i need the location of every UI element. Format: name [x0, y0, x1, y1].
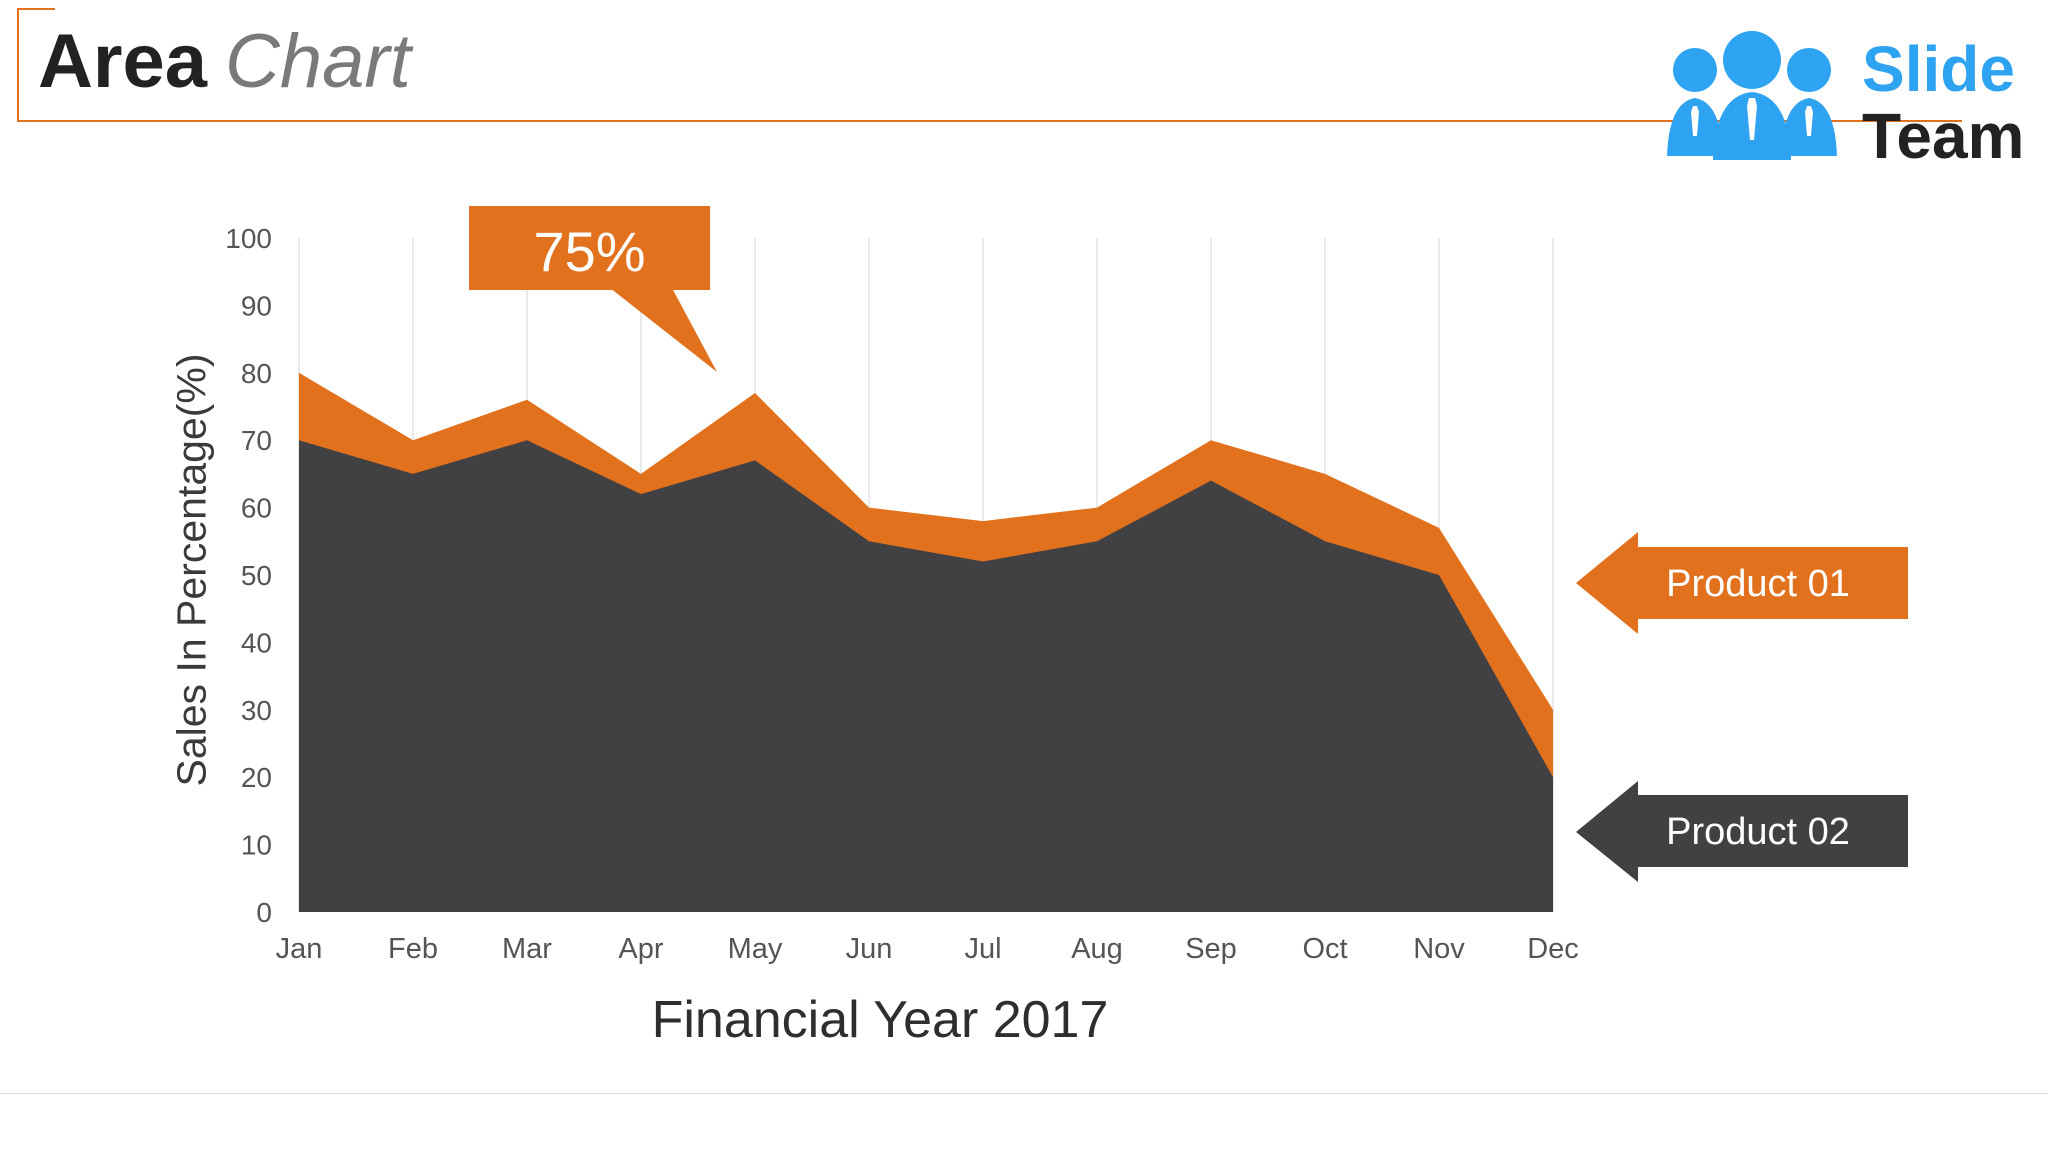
x-tick-label: Mar	[502, 933, 552, 965]
x-axis-ticks: Jan Feb Mar Apr May Jun Jul Aug Sep Oct Nov Dec	[276, 933, 1579, 965]
title-strong: Area	[38, 19, 207, 104]
brand-logo: Slide Team	[1665, 28, 2025, 172]
legend-arrow-product-01	[1576, 532, 1908, 634]
y-axis-label: Sales In Percentage(%)	[168, 353, 215, 787]
x-tick-label: Jan	[276, 933, 323, 965]
x-tick-label: Aug	[1071, 933, 1123, 965]
y-tick-label: 0	[256, 897, 272, 928]
x-axis-label: Financial Year 2017	[651, 991, 1109, 1049]
y-tick-label: 50	[241, 560, 272, 591]
page-title: Area Chart	[38, 18, 411, 106]
footer-divider	[0, 1093, 2048, 1094]
y-tick-label: 20	[241, 762, 272, 793]
y-tick-label: 70	[241, 425, 272, 456]
legend-arrow-product-02	[1576, 781, 1908, 882]
y-tick-label: 60	[241, 493, 272, 524]
logo-text-team: Team	[1862, 100, 2025, 172]
logo-text-slide: Slide	[1862, 33, 2015, 105]
x-tick-label: Sep	[1185, 933, 1237, 965]
y-tick-label: 30	[241, 695, 272, 726]
x-tick-label: Apr	[618, 933, 663, 965]
header-corner-top	[17, 8, 55, 10]
x-tick-label: Feb	[388, 933, 438, 965]
x-tick-label: Dec	[1527, 933, 1579, 965]
title-light: Chart	[225, 19, 411, 104]
x-tick-label: Nov	[1413, 933, 1465, 965]
y-tick-label: 10	[241, 830, 272, 861]
area-series-2	[299, 440, 1553, 912]
y-axis-ticks: 0 10 20 30 40 50 60 70 80 90 100	[225, 223, 272, 928]
x-tick-label: Jul	[964, 933, 1001, 965]
header-corner-vertical	[17, 8, 19, 122]
team-people-icon	[1667, 31, 1837, 160]
x-tick-label: Oct	[1302, 933, 1347, 965]
y-tick-label: 40	[241, 627, 272, 658]
x-tick-label: Jun	[846, 933, 893, 965]
legend-label-product-02: Product 02	[1666, 811, 1850, 853]
y-tick-label: 90	[241, 290, 272, 321]
y-tick-label: 100	[225, 223, 272, 254]
callout-box	[469, 206, 717, 372]
chart-areas	[299, 372, 1553, 912]
y-tick-label: 80	[241, 358, 272, 389]
callout-value: 75%	[533, 220, 646, 283]
header-underline	[17, 120, 1962, 122]
legend-label-product-01: Product 01	[1666, 563, 1850, 605]
x-tick-label: May	[728, 933, 783, 965]
